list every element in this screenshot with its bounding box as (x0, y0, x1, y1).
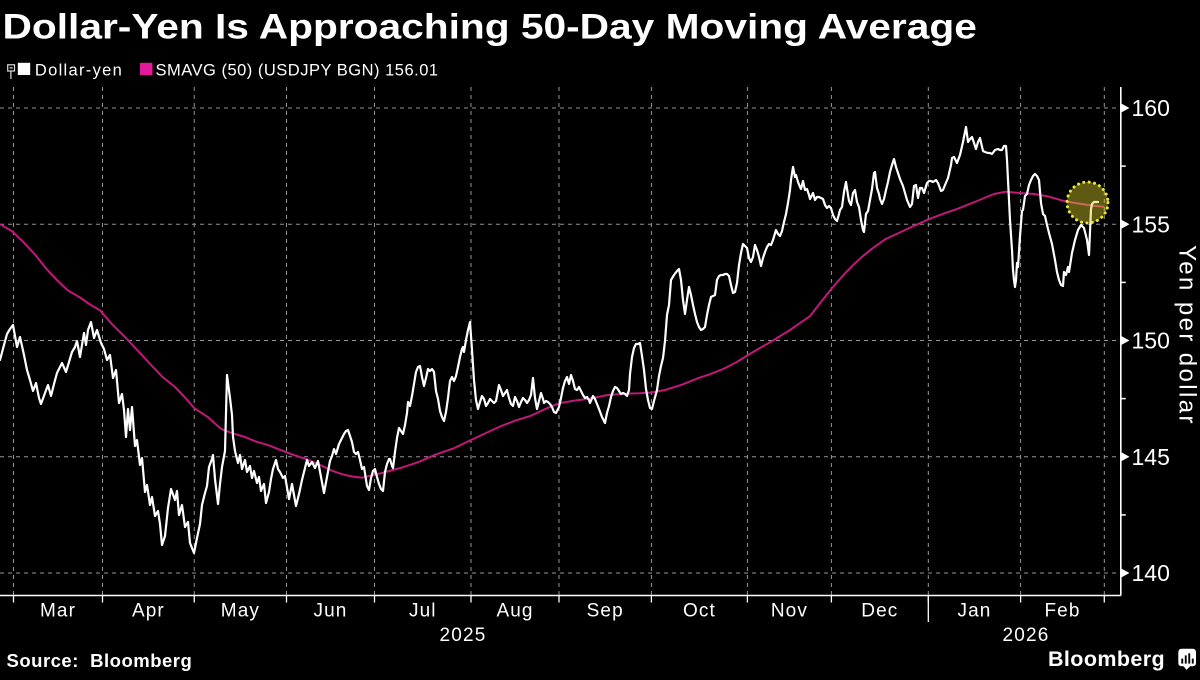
svg-text:Bloomberg: Bloomberg (1048, 647, 1165, 671)
svg-text:Yen per dollar: Yen per dollar (1174, 245, 1200, 426)
svg-text:Jun: Jun (314, 601, 348, 622)
svg-text:2026: 2026 (1002, 625, 1049, 646)
svg-text:Dec: Dec (861, 601, 898, 622)
svg-text:140: 140 (1132, 560, 1170, 586)
svg-text:Dollar-Yen Is Approaching 50-D: Dollar-Yen Is Approaching 50-Day Moving … (3, 8, 977, 47)
svg-text:150: 150 (1132, 328, 1170, 354)
svg-text:Oct: Oct (683, 601, 716, 622)
svg-text:Jan: Jan (958, 601, 992, 622)
svg-text:Source: Bloomberg: Source: Bloomberg (7, 650, 193, 671)
svg-text:160: 160 (1132, 95, 1170, 121)
svg-text:145: 145 (1132, 444, 1170, 470)
svg-text:Jul: Jul (409, 601, 437, 622)
svg-text:SMAVG (50) (USDJPY BGN) 156.01: SMAVG (50) (USDJPY BGN) 156.01 (156, 62, 439, 80)
svg-text:Sep: Sep (587, 601, 624, 622)
svg-text:2025: 2025 (439, 625, 486, 646)
svg-text:Dollar-yen: Dollar-yen (35, 62, 123, 80)
svg-text:May: May (221, 601, 260, 622)
svg-text:155: 155 (1132, 211, 1170, 237)
svg-text:Nov: Nov (771, 601, 808, 622)
svg-text:Feb: Feb (1044, 601, 1080, 622)
svg-text:Mar: Mar (40, 601, 76, 622)
svg-text:Apr: Apr (132, 601, 165, 622)
svg-text:Aug: Aug (496, 601, 533, 622)
